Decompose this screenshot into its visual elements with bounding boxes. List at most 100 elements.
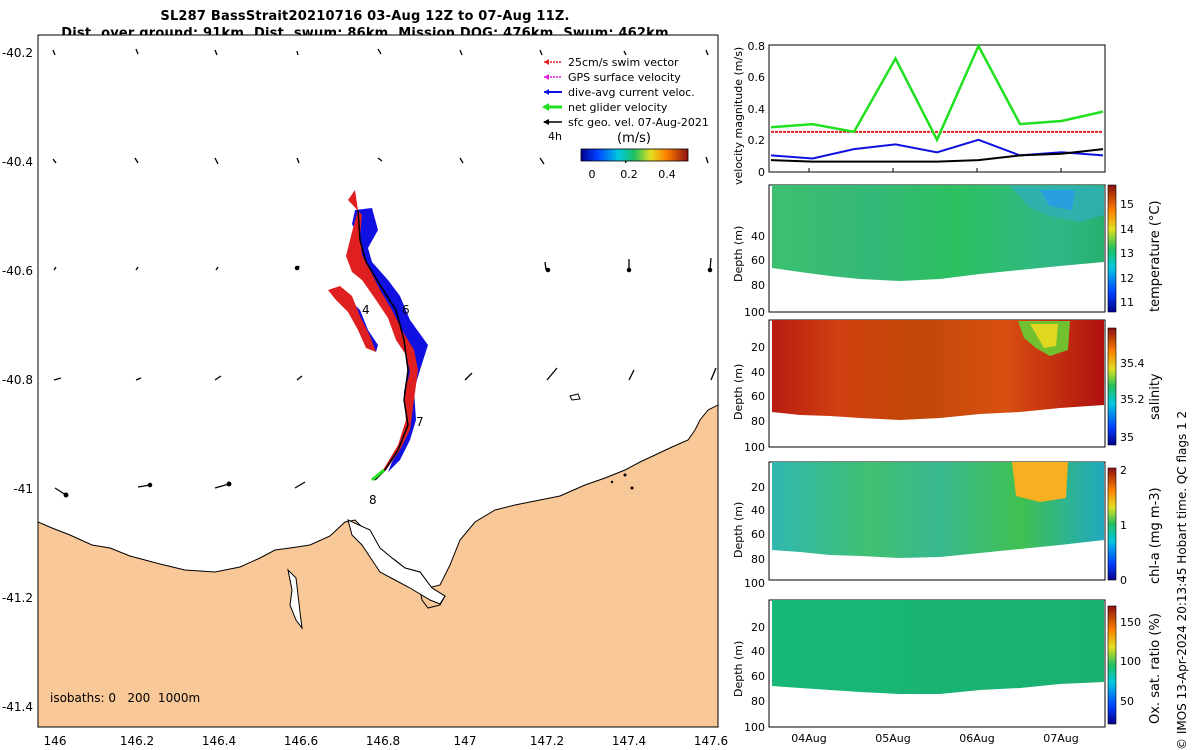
day-label: 7 bbox=[416, 415, 424, 429]
colorbar-tick: 0.4 bbox=[658, 168, 676, 181]
cbar-tick: 35.4 bbox=[1120, 357, 1145, 370]
depth-label: Depth (m) bbox=[732, 502, 745, 558]
depth-tick: 100 bbox=[744, 721, 765, 734]
depth-tick: 20 bbox=[751, 341, 765, 354]
velocity-series-line bbox=[770, 148, 1104, 163]
velocity-axes bbox=[768, 44, 1106, 173]
cbar-tick: 100 bbox=[1120, 655, 1141, 668]
lat-tick: -40.4 bbox=[2, 155, 33, 169]
cbar-tick: 35 bbox=[1120, 431, 1134, 444]
lat-axis: -40.2 -40.4 -40.6 -40.8 -41 -41.2 -41.4 bbox=[2, 46, 33, 714]
time-tick: 04Aug bbox=[791, 732, 826, 745]
depth-tick: 80 bbox=[751, 279, 765, 292]
depth-tick: 40 bbox=[751, 230, 765, 243]
colorbar-tick: 0 bbox=[589, 168, 596, 181]
map-panel: -40.2 -40.4 -40.6 -40.8 -41 -41.2 -41.4 … bbox=[2, 34, 729, 748]
lon-tick: 146.8 bbox=[366, 734, 400, 748]
cbar-tick: 13 bbox=[1120, 247, 1134, 260]
chlorophyll-colorbar bbox=[1107, 467, 1117, 581]
glider-track bbox=[357, 209, 409, 481]
y-tick: 0.6 bbox=[748, 71, 766, 84]
legend-arrowhead bbox=[544, 59, 549, 65]
lat-tick: -40.2 bbox=[2, 46, 33, 60]
lon-tick: 147.2 bbox=[530, 734, 564, 748]
velocity-y-ticks: 0 0.2 0.4 0.6 0.8 bbox=[748, 40, 766, 179]
depth-label: Depth (m) bbox=[732, 226, 745, 282]
coastal-islet bbox=[623, 473, 627, 477]
lat-tick: -41 bbox=[13, 482, 33, 496]
lon-tick: 146.4 bbox=[202, 734, 236, 748]
map-legend: 25cm/s swim vector GPS surface velocity … bbox=[542, 56, 709, 146]
legend-label: 25cm/s swim vector bbox=[568, 56, 679, 69]
section-depth-ticks: 40 60 80 100 20 40 60 80 100 20 40 60 80… bbox=[744, 230, 765, 734]
cbar-tick: 15 bbox=[1120, 198, 1134, 211]
coastal-islet bbox=[630, 486, 634, 490]
lon-tick: 147 bbox=[454, 734, 477, 748]
salinity-colorbar bbox=[1107, 327, 1117, 446]
variable-label: chl-a (mg m-3) bbox=[1148, 487, 1163, 584]
map-title-line1: SL287 BassStrait20210716 03-Aug 12Z to 0… bbox=[160, 9, 570, 24]
y-tick: 0.4 bbox=[748, 103, 766, 116]
velocity-panel: 0 0.2 0.4 0.6 0.8 velocity magnitude (m/… bbox=[732, 40, 1106, 185]
coastal-islet bbox=[610, 480, 614, 484]
time-axis: 04Aug 05Aug 06Aug 07Aug bbox=[791, 732, 1078, 745]
y-tick: 0 bbox=[758, 166, 765, 179]
geostrophic-vectors bbox=[52, 48, 717, 498]
section-variable-labels: temperature (°C) salinity chl-a (mg m-3)… bbox=[1148, 200, 1163, 724]
lon-axis: 146 146.2 146.4 146.6 146.8 147 147.2 14… bbox=[44, 734, 729, 748]
chlorophyll-panel bbox=[768, 461, 1117, 581]
depth-tick: 100 bbox=[744, 306, 765, 319]
temperature-section bbox=[772, 185, 1104, 281]
cbar-tick: 11 bbox=[1120, 296, 1134, 309]
colorbar-unit: (m/s) bbox=[617, 131, 651, 146]
lon-tick: 147.4 bbox=[612, 734, 646, 748]
depth-tick: 80 bbox=[751, 415, 765, 428]
variable-label: salinity bbox=[1148, 373, 1163, 420]
legend-label: sfc geo. vel. 07-Aug-2021 bbox=[568, 116, 709, 129]
depth-tick: 60 bbox=[751, 390, 765, 403]
depth-label: Depth (m) bbox=[732, 364, 745, 420]
salinity-intrusion-core bbox=[1030, 324, 1058, 348]
lon-tick: 147.6 bbox=[694, 734, 728, 748]
depth-tick: 60 bbox=[751, 670, 765, 683]
salinity-section bbox=[772, 320, 1104, 420]
legend-label: net glider velocity bbox=[568, 101, 668, 114]
time-tick: 07Aug bbox=[1043, 732, 1078, 745]
velocity-ylabel: velocity magnitude (m/s) bbox=[732, 47, 745, 185]
net-glider-velocity bbox=[371, 468, 385, 482]
oxygen-section bbox=[772, 600, 1104, 694]
depth-tick: 60 bbox=[751, 254, 765, 267]
map-frame bbox=[37, 34, 719, 728]
legend-label: GPS surface velocity bbox=[568, 71, 681, 84]
temperature-colorbar bbox=[1107, 184, 1117, 313]
inlet-channel bbox=[287, 568, 303, 630]
depth-tick: 80 bbox=[751, 695, 765, 708]
y-tick: 0.2 bbox=[748, 134, 766, 147]
lon-tick: 146 bbox=[44, 734, 67, 748]
depth-tick: 100 bbox=[744, 441, 765, 454]
legend-arrowhead bbox=[542, 103, 549, 111]
velocity-series-group bbox=[770, 43, 1104, 172]
oxygen-panel bbox=[768, 599, 1117, 728]
oxygen-colorbar bbox=[1107, 605, 1117, 725]
salinity-panel bbox=[768, 319, 1117, 448]
cbar-tick: 14 bbox=[1120, 223, 1134, 236]
day-label: 6 bbox=[402, 303, 410, 317]
credit-text: © IMOS 13-Apr-2024 20:13:45 Hobart time.… bbox=[1175, 411, 1189, 750]
section-colorbar-ticks: 11 12 13 14 15 35 35.2 35.4 0 1 2 50 100… bbox=[1120, 198, 1145, 708]
depth-tick: 100 bbox=[744, 577, 765, 590]
swim-vectors bbox=[346, 190, 418, 478]
river-estuary bbox=[347, 519, 446, 605]
chlorophyll-bloom bbox=[1012, 462, 1068, 502]
isobaths-label: isobaths: 0 200 1000m bbox=[50, 691, 200, 705]
cbar-tick: 12 bbox=[1120, 272, 1134, 285]
coastal-island bbox=[569, 393, 581, 401]
legend-arrowhead bbox=[544, 74, 549, 80]
temperature-cold-patch bbox=[1040, 190, 1075, 210]
time-tick: 05Aug bbox=[875, 732, 910, 745]
variable-label: Ox. sat. ratio (%) bbox=[1148, 613, 1163, 724]
variable-label: temperature (°C) bbox=[1148, 200, 1163, 312]
lat-tick: -41.2 bbox=[2, 591, 33, 605]
depth-tick: 80 bbox=[751, 553, 765, 566]
